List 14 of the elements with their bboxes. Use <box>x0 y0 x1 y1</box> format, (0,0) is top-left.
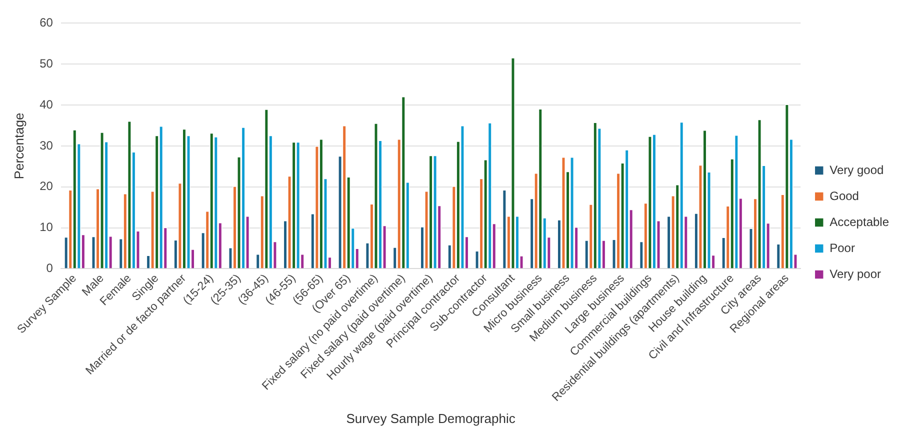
y-tick-label: 40 <box>40 97 54 112</box>
y-tick-label: 50 <box>40 56 54 70</box>
x-axis-title: Survey Sample Demographic <box>346 410 516 426</box>
y-tick-label: 30 <box>40 138 54 152</box>
legend-label: Very poor <box>830 266 881 281</box>
y-tick-label: 0 <box>46 261 54 276</box>
y-tick-label: 20 <box>40 179 54 194</box>
legend-label: Good <box>830 188 859 203</box>
legend-label: Poor <box>830 240 855 255</box>
legend-label: Acceptable <box>830 214 890 229</box>
legend-label: Very good <box>830 162 884 177</box>
y-axis-title: Percentage <box>11 112 26 180</box>
y-tick-label: 60 <box>40 16 54 30</box>
y-tick-label: 10 <box>40 220 54 234</box>
